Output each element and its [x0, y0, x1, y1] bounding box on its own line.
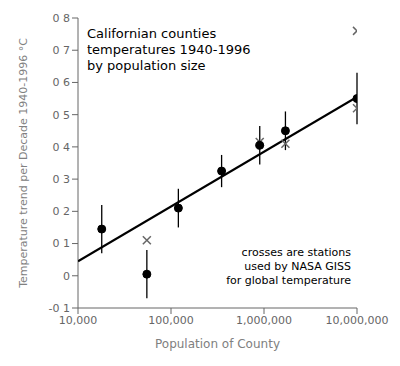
svg-text:1,000,000: 1,000,000	[236, 314, 292, 327]
svg-text:0 4: 0 4	[53, 141, 71, 154]
svg-text:0 7: 0 7	[53, 44, 71, 57]
svg-text:0 6: 0 6	[53, 76, 71, 89]
svg-text:0 3: 0 3	[53, 173, 71, 186]
svg-text:0 2: 0 2	[53, 205, 71, 218]
svg-text:10,000,000: 10,000,000	[326, 314, 389, 327]
html-text:crosses are stations used by N: crosses are stations used by NASA GISS f…	[226, 246, 351, 287]
svg-text:0 1: 0 1	[53, 237, 71, 250]
svg-text:0 5: 0 5	[53, 109, 71, 122]
svg-text:-0 1: -0 1	[49, 302, 70, 315]
svg-text:10,000: 10,000	[59, 314, 98, 327]
svg-text:0: 0	[63, 270, 70, 283]
svg-text:0 8: 0 8	[53, 12, 71, 25]
svg-text:100,000: 100,000	[148, 314, 194, 327]
svg-text:Temperature trend per Decade 1: Temperature trend per Decade 1940-1996 °…	[17, 38, 30, 289]
html-text:Californian counties temperatu: Californian counties temperatures 1940-1…	[87, 26, 251, 73]
svg-text:Population of County: Population of County	[155, 337, 280, 351]
